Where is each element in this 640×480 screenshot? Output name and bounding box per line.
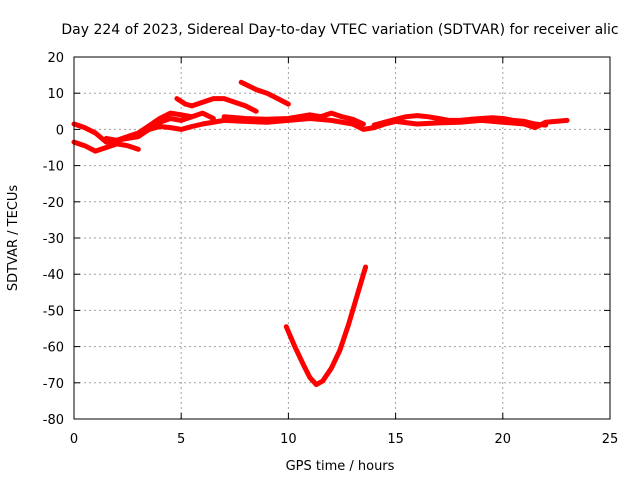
series-track-8 (371, 113, 549, 128)
grid-layer (74, 57, 610, 419)
y-tick-label: 0 (56, 123, 64, 138)
x-tick-label: 25 (602, 432, 619, 447)
series-track-5 (238, 79, 291, 107)
y-tick-label: -30 (43, 232, 64, 247)
series-track-2 (71, 139, 141, 154)
chart-title: Day 224 of 2023, Sidereal Day-to-day VTE… (61, 22, 618, 38)
y-tick-label: 20 (47, 51, 64, 66)
x-tick-label: 15 (387, 432, 404, 447)
x-tick-label: 20 (495, 432, 512, 447)
y-tick-label: -50 (43, 304, 64, 319)
series-track-4 (174, 96, 259, 114)
series-track-3 (103, 110, 195, 143)
y-axis-label: SDTVAR / TECUs (6, 185, 21, 292)
y-tick-label: -80 (43, 413, 64, 428)
series-layer (71, 79, 570, 388)
y-tick-label: -10 (43, 160, 64, 175)
y-tick-label: -40 (43, 268, 64, 283)
x-axis-label: GPS time / hours (286, 459, 395, 474)
ticks-layer: 0 5 10 15 20 25 20 10 0 -10 -20 -30 -40 -50 -60 -70 -80 (43, 51, 619, 447)
series-track-7 (221, 110, 366, 127)
y-tick-label: -70 (43, 377, 64, 392)
y-tick-label: 10 (47, 87, 64, 102)
series-track-9 (283, 264, 369, 388)
x-tick-label: 5 (177, 432, 185, 447)
x-tick-label: 10 (280, 432, 297, 447)
series-track-6 (146, 116, 570, 132)
y-tick-label: -60 (43, 341, 64, 356)
y-tick-label: -20 (43, 196, 64, 211)
x-tick-label: 0 (70, 432, 78, 447)
